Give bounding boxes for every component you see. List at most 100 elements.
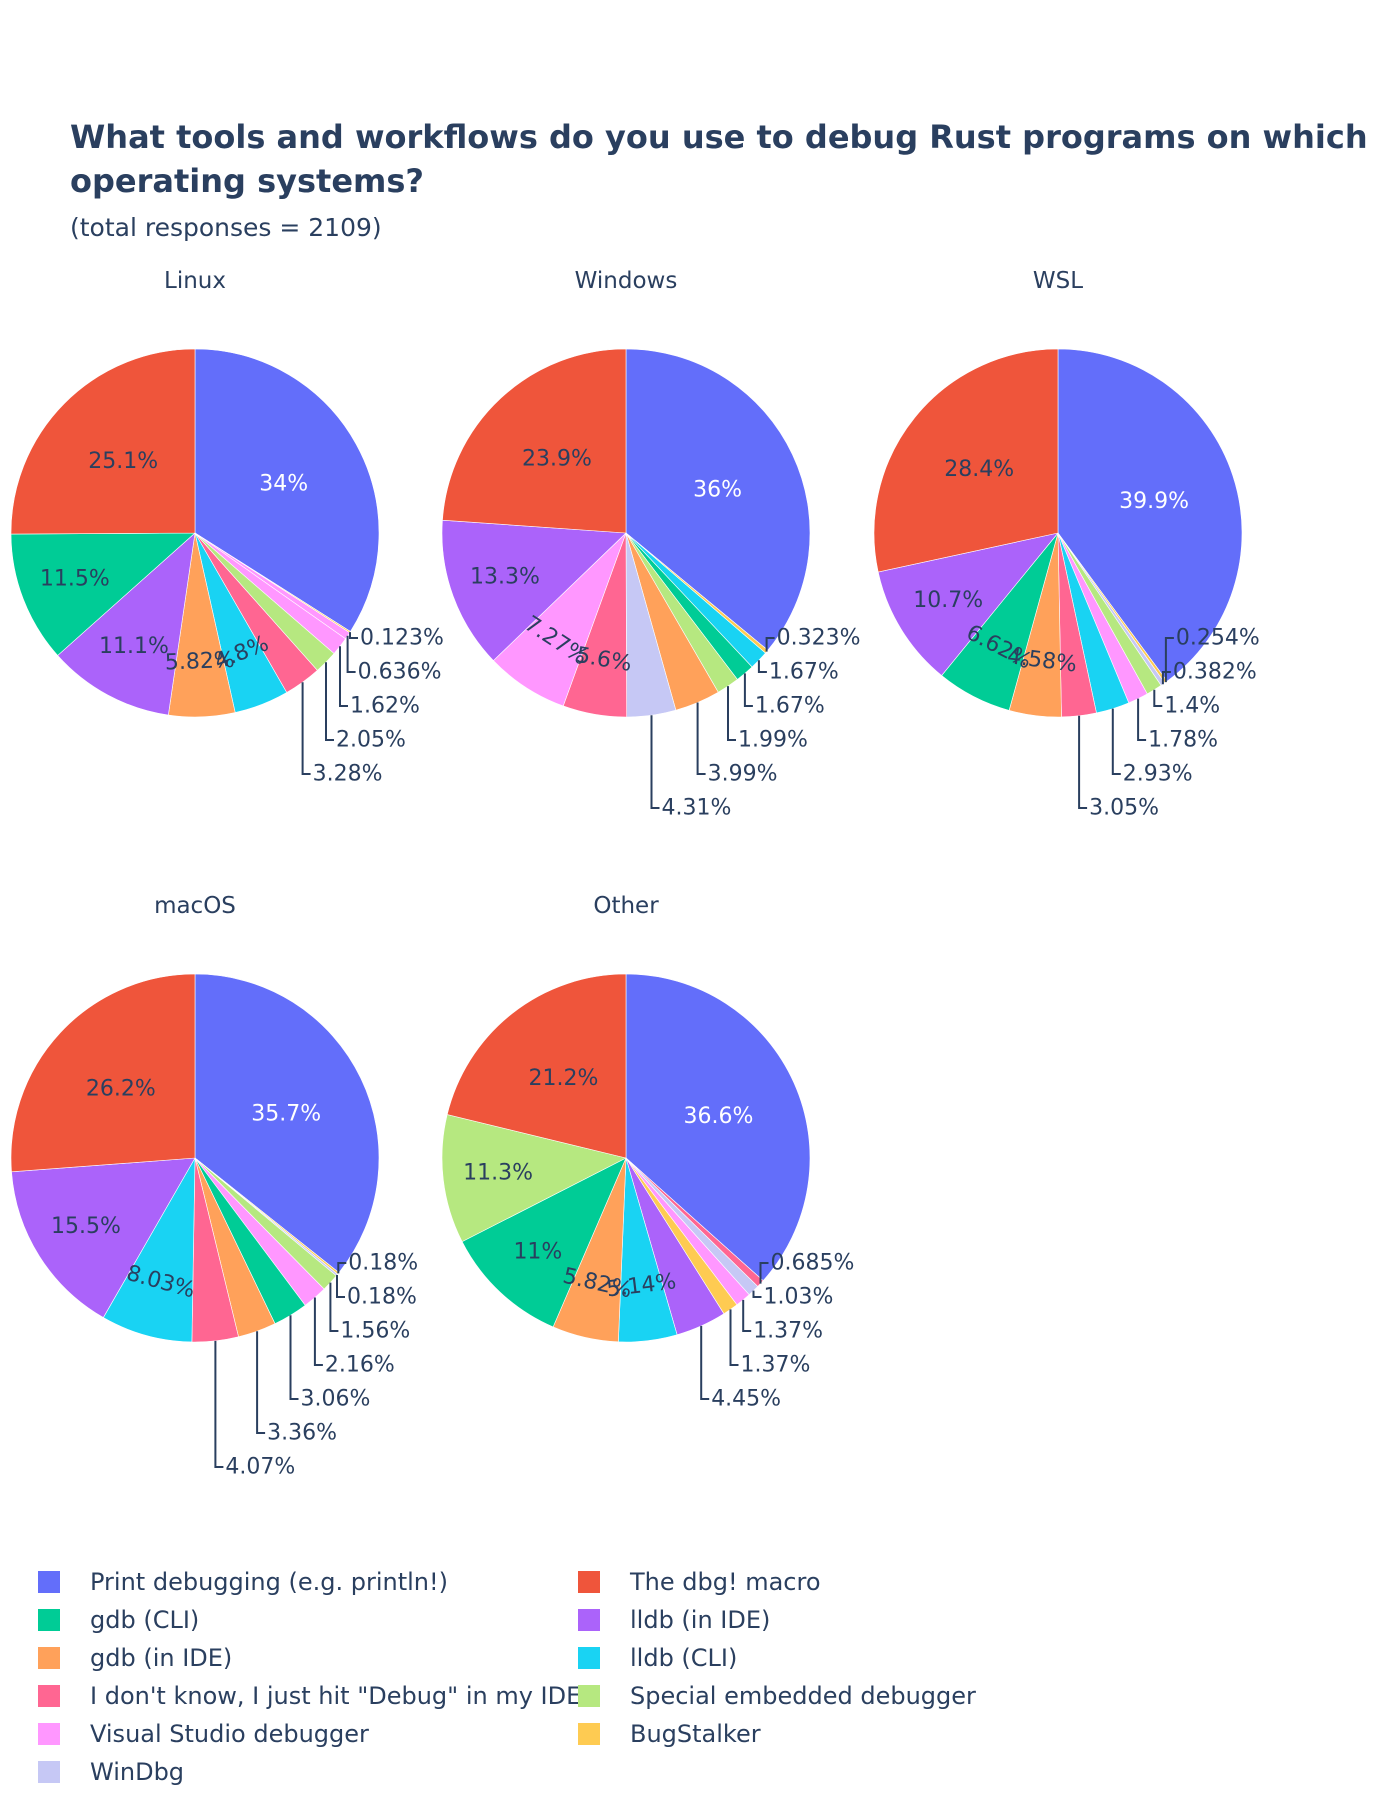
pie-charts: Linux34%4.8%5.82%11.1%11.5%25.1%0.123%0.… bbox=[10, 268, 1260, 1480]
legend-item[interactable]: lldb (CLI) bbox=[578, 1644, 737, 1672]
pie-slice bbox=[625, 348, 811, 651]
legend-swatch bbox=[38, 1761, 60, 1783]
pie-other: Other36.6%5.14%5.82%11%11.3%21.2%0.685%1… bbox=[441, 893, 854, 1412]
outside-slice-label: 1.67% bbox=[755, 694, 825, 719]
legend-item[interactable]: BugStalker bbox=[578, 1720, 761, 1748]
leader-line bbox=[301, 682, 311, 775]
outside-slice-label: 1.78% bbox=[1148, 728, 1218, 753]
slice-label: 28.4% bbox=[944, 457, 1014, 482]
outside-slice-label: 3.28% bbox=[313, 762, 383, 787]
legend-swatch bbox=[578, 1571, 600, 1593]
outside-slice-label: 4.07% bbox=[225, 1455, 295, 1480]
leader-line bbox=[256, 1331, 266, 1434]
chart-title-line-1: What tools and workflows do you use to d… bbox=[70, 118, 1368, 156]
outside-slice-label: 2.16% bbox=[325, 1353, 395, 1378]
leader-line bbox=[752, 1290, 762, 1298]
pie-slice bbox=[442, 348, 627, 534]
leader-line bbox=[1161, 671, 1171, 685]
legend-item[interactable]: Print debugging (e.g. println!) bbox=[38, 1568, 448, 1596]
outside-slice-label: 4.45% bbox=[711, 1387, 781, 1412]
leader-line bbox=[1137, 698, 1147, 741]
pie-linux: Linux34%4.8%5.82%11.1%11.5%25.1%0.123%0.… bbox=[10, 268, 444, 787]
slice-label: 13.3% bbox=[470, 565, 540, 590]
legend-swatch bbox=[578, 1609, 600, 1631]
outside-slice-label: 1.37% bbox=[753, 1319, 823, 1344]
outside-slice-label: 0.382% bbox=[1173, 660, 1257, 685]
outside-slice-label: 1.4% bbox=[1164, 694, 1220, 719]
pie-wsl: WSL39.9%4.58%6.62%10.7%28.4%0.254%0.382%… bbox=[873, 268, 1260, 821]
pie-slice bbox=[11, 1157, 196, 1318]
leader-line bbox=[325, 662, 334, 741]
leader-line bbox=[759, 1262, 769, 1284]
legend-item[interactable]: Visual Studio debugger bbox=[38, 1720, 369, 1748]
legend-item[interactable]: The dbg! macro bbox=[578, 1568, 821, 1596]
slice-label: 35.7% bbox=[251, 1102, 321, 1127]
outside-slice-label: 0.18% bbox=[348, 1251, 418, 1276]
slice-label: 23.9% bbox=[522, 447, 592, 472]
legend-label: Print debugging (e.g. println!) bbox=[90, 1568, 448, 1596]
leader-line bbox=[650, 715, 660, 809]
chart-subtitle: (total responses = 2109) bbox=[70, 213, 382, 242]
pie-title: Linux bbox=[164, 268, 226, 294]
legend-label: gdb (in IDE) bbox=[90, 1644, 232, 1672]
leader-line bbox=[349, 632, 358, 639]
outside-slice-label: 1.56% bbox=[340, 1319, 410, 1344]
pie-title: Windows bbox=[575, 268, 678, 294]
slice-label: 21.2% bbox=[529, 1066, 599, 1091]
pie-title: WSL bbox=[1033, 268, 1083, 294]
legend-item[interactable]: I don't know, I just hit "Debug" in my I… bbox=[38, 1682, 581, 1710]
legend-label: Special embedded debugger bbox=[630, 1682, 976, 1710]
legend-item[interactable]: gdb (in IDE) bbox=[38, 1644, 232, 1672]
slice-label: 34% bbox=[259, 472, 308, 497]
legend-swatch bbox=[38, 1685, 60, 1707]
slice-label: 26.2% bbox=[86, 1077, 156, 1102]
pie-slice bbox=[10, 532, 196, 656]
slice-label: 25.1% bbox=[88, 449, 158, 474]
outside-slice-label: 1.67% bbox=[769, 660, 839, 685]
pie-slice bbox=[10, 348, 196, 535]
legend-label: I don't know, I just hit "Debug" in my I… bbox=[90, 1682, 581, 1710]
leader-line bbox=[339, 646, 348, 707]
legend-swatch bbox=[38, 1647, 60, 1669]
leader-line bbox=[346, 635, 356, 673]
slice-label: 36% bbox=[693, 477, 742, 502]
pie-slice bbox=[441, 519, 627, 661]
outside-slice-label: 1.99% bbox=[738, 728, 808, 753]
outside-slice-label: 3.36% bbox=[267, 1421, 337, 1446]
pie-windows: Windows36%5.6%7.27%13.3%23.9%0.323%1.67%… bbox=[441, 268, 861, 821]
leader-line bbox=[765, 637, 775, 652]
legend-label: The dbg! macro bbox=[629, 1568, 821, 1596]
legend-label: lldb (CLI) bbox=[630, 1644, 737, 1672]
leader-line bbox=[743, 673, 753, 707]
pie-slice bbox=[1057, 348, 1243, 682]
legend-label: BugStalker bbox=[630, 1720, 761, 1748]
pie-title: Other bbox=[593, 893, 659, 919]
leader-line bbox=[1153, 689, 1163, 707]
pie-macos: macOS35.7%8.03%15.5%26.2%0.18%0.18%1.56%… bbox=[10, 893, 418, 1480]
leader-line bbox=[336, 1275, 345, 1298]
legend-item[interactable]: lldb (in IDE) bbox=[578, 1606, 770, 1634]
pie-slice bbox=[57, 532, 196, 716]
slice-label: 11.1% bbox=[99, 634, 169, 659]
leader-line bbox=[214, 1340, 224, 1468]
pie-slice bbox=[194, 348, 380, 632]
outside-slice-label: 0.323% bbox=[777, 626, 861, 651]
leader-line bbox=[696, 702, 706, 775]
leader-line bbox=[337, 1262, 347, 1274]
legend-item[interactable]: Special embedded debugger bbox=[578, 1682, 976, 1710]
legend-label: gdb (CLI) bbox=[90, 1606, 199, 1634]
leader-line bbox=[729, 1309, 739, 1366]
leader-line bbox=[1078, 715, 1088, 809]
legend-swatch bbox=[38, 1723, 60, 1745]
leader-line bbox=[1111, 708, 1121, 775]
slice-label: 11.3% bbox=[463, 1161, 533, 1186]
pie-slice bbox=[877, 532, 1059, 676]
legend-swatch bbox=[578, 1647, 600, 1669]
legend-item[interactable]: WinDbg bbox=[38, 1758, 184, 1786]
slice-label: 5.82% bbox=[164, 648, 235, 676]
legend-label: WinDbg bbox=[90, 1758, 184, 1786]
legend-swatch bbox=[578, 1685, 600, 1707]
slice-label: 36.6% bbox=[683, 1104, 753, 1129]
pie-slice bbox=[194, 973, 380, 1274]
legend-item[interactable]: gdb (CLI) bbox=[38, 1606, 199, 1634]
